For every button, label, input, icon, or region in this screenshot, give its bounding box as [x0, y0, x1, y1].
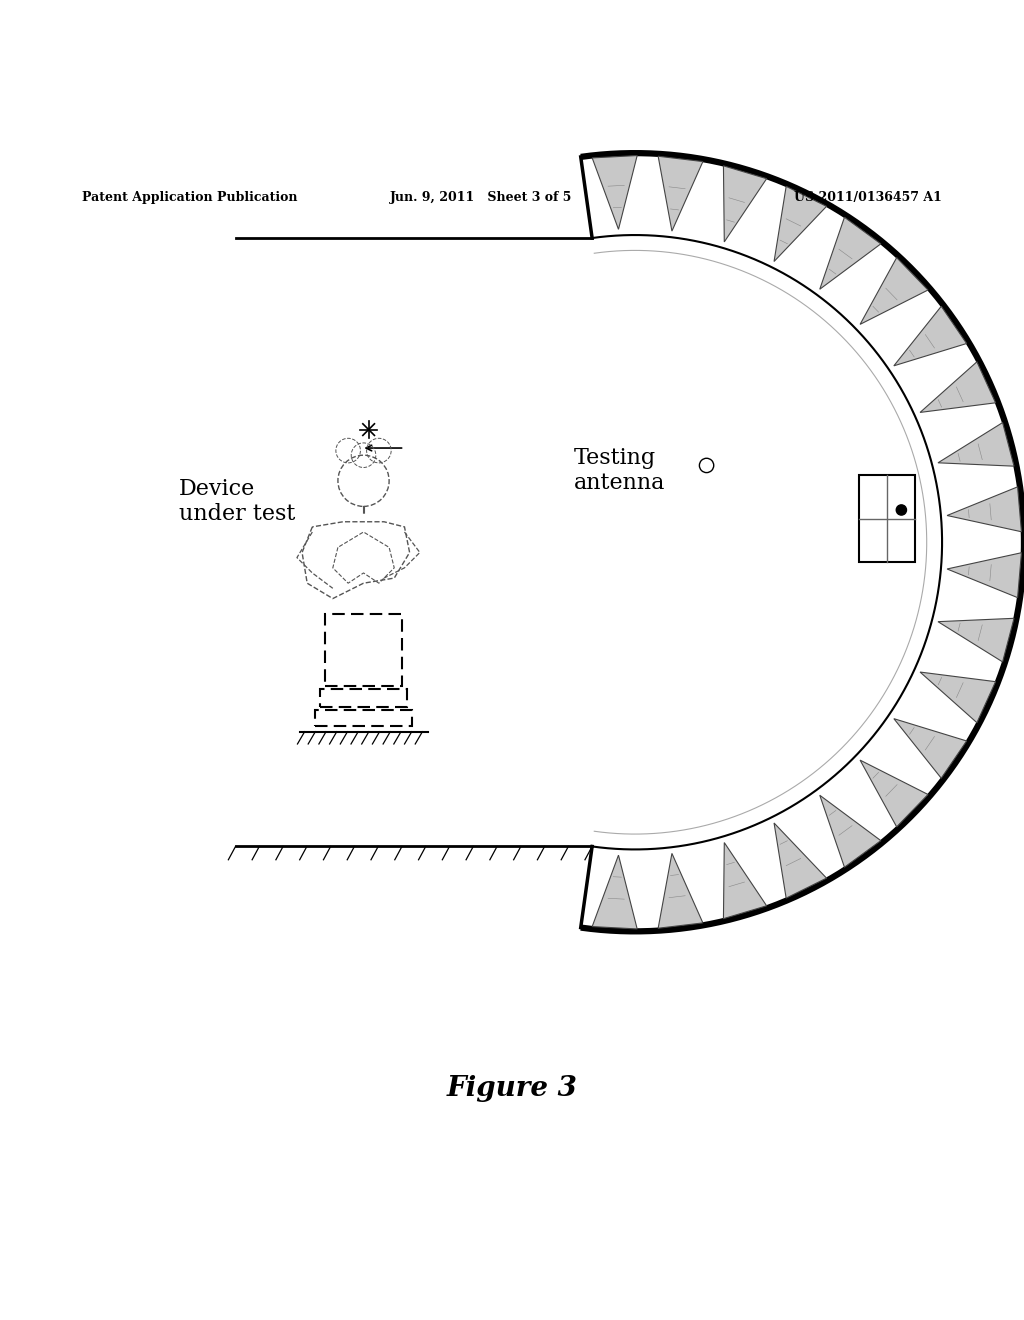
Polygon shape	[658, 156, 702, 231]
Bar	[859, 475, 915, 562]
Text: US 2011/0136457 A1: US 2011/0136457 A1	[795, 191, 942, 205]
Polygon shape	[860, 760, 928, 826]
Text: Figure 3: Figure 3	[446, 1074, 578, 1101]
Polygon shape	[921, 362, 995, 412]
Polygon shape	[820, 795, 881, 867]
Text: Testing
antenna: Testing antenna	[573, 447, 665, 494]
Polygon shape	[658, 854, 702, 928]
Text: Jun. 9, 2011   Sheet 3 of 5: Jun. 9, 2011 Sheet 3 of 5	[390, 191, 572, 205]
Polygon shape	[947, 487, 1022, 532]
Polygon shape	[723, 166, 767, 242]
Circle shape	[896, 504, 906, 515]
Polygon shape	[592, 855, 637, 929]
Text: Patent Application Publication: Patent Application Publication	[82, 191, 297, 205]
Polygon shape	[947, 553, 1022, 598]
Bar	[326, 614, 401, 685]
Polygon shape	[938, 618, 1014, 661]
Polygon shape	[938, 422, 1014, 466]
Polygon shape	[774, 186, 826, 261]
Polygon shape	[774, 822, 826, 898]
Bar	[315, 710, 412, 726]
Polygon shape	[820, 218, 881, 289]
Polygon shape	[921, 672, 995, 722]
Text: Device
under test: Device under test	[179, 478, 296, 525]
Polygon shape	[894, 718, 967, 779]
Polygon shape	[860, 257, 928, 325]
Polygon shape	[894, 306, 967, 366]
Bar	[319, 689, 408, 708]
Polygon shape	[723, 842, 767, 919]
Polygon shape	[592, 156, 637, 230]
